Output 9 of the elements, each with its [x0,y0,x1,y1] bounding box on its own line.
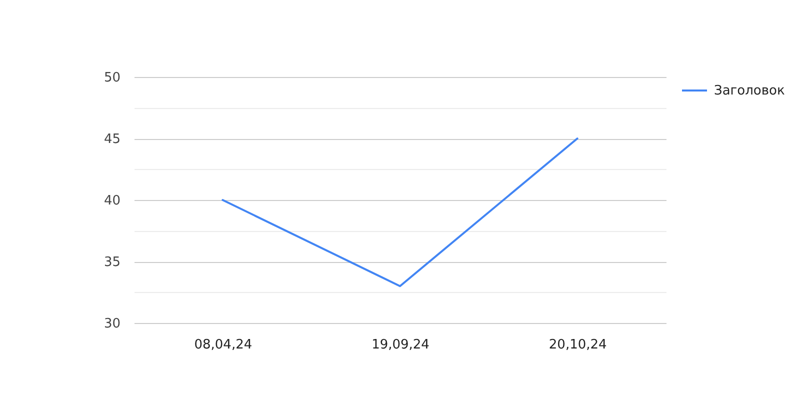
legend-label: Заголовок [714,84,785,98]
x-tick-label: 20,10,24 [548,338,607,352]
x-tick-label: 19,09,24 [372,338,430,352]
y-tick-label: 40 [104,194,120,208]
y-tick-label: 35 [104,255,120,270]
y-tick-label: 45 [104,132,120,147]
y-tick-label: 30 [104,316,120,332]
y-tick-label: 50 [104,70,120,86]
x-tick-label: 08,04,24 [194,338,252,352]
